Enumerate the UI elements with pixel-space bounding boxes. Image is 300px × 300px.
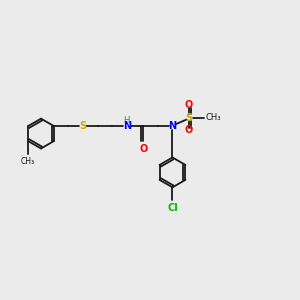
Text: O: O — [185, 125, 193, 135]
Text: N: N — [168, 121, 176, 131]
Text: N: N — [123, 121, 131, 131]
Text: S: S — [185, 113, 193, 123]
Text: O: O — [185, 100, 193, 110]
Text: CH₃: CH₃ — [206, 113, 221, 122]
Text: H: H — [124, 116, 130, 124]
Text: CH₃: CH₃ — [21, 157, 35, 166]
Text: S: S — [79, 121, 86, 131]
Text: O: O — [139, 144, 147, 154]
Text: Cl: Cl — [167, 203, 178, 213]
